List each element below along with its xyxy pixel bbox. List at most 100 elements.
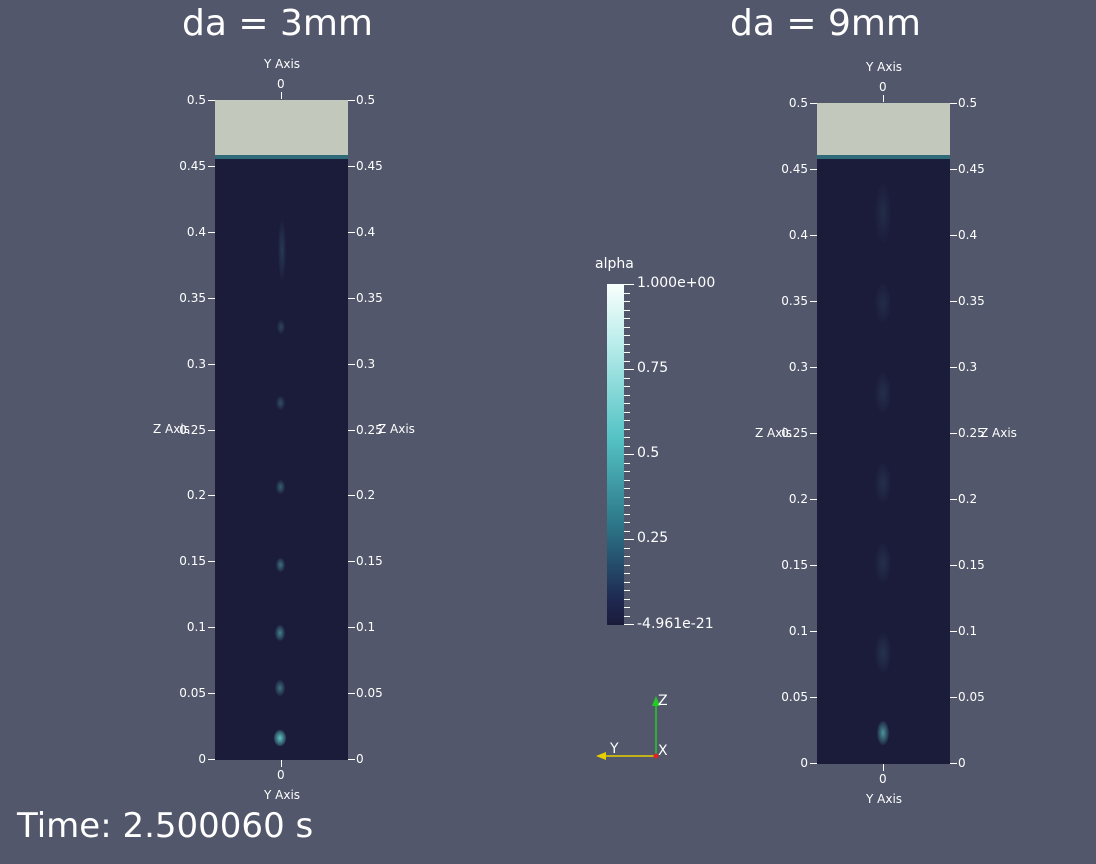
z-tick-label-left: 0 <box>800 756 808 770</box>
z-tick-label-right: 0.4 <box>356 225 376 239</box>
z-tick-label-left: 0.35 <box>781 294 808 308</box>
right-plot-area[interactable] <box>817 103 950 764</box>
z-tick-label-left: 0.1 <box>186 620 206 634</box>
colorbar-tick <box>624 607 630 608</box>
left-view-title: da = 3mm <box>182 3 374 44</box>
z-tick-label-right: 0.35 <box>356 291 383 305</box>
left-top-axis-title: Y Axis <box>264 57 301 71</box>
left-plot-area[interactable] <box>215 100 348 760</box>
z-tick-left <box>208 298 215 299</box>
z-tick-left <box>208 561 215 562</box>
colorbar-tick <box>624 463 630 464</box>
colorbar-tick <box>624 599 630 600</box>
colorbar-tick <box>624 361 630 362</box>
z-tick-right <box>348 693 355 694</box>
z-tick-right <box>950 565 957 566</box>
z-tick-right <box>348 166 355 167</box>
colorbar-tick <box>624 565 630 566</box>
z-tick-right <box>950 367 957 368</box>
z-tick-label-left: 0.05 <box>781 690 808 704</box>
right-bubble <box>875 463 891 503</box>
z-tick-label-left: 0.4 <box>186 225 206 239</box>
right-bubble <box>877 721 889 745</box>
colorbar-label: 0.75 <box>637 360 669 376</box>
right-bubble <box>875 543 891 583</box>
z-tick-right <box>950 433 957 434</box>
z-tick-label-right: 0 <box>356 752 364 766</box>
colorbar-tick <box>624 624 634 625</box>
colorbar-tick <box>624 344 630 345</box>
left-interface <box>215 155 348 159</box>
z-tick-label-left: 0.3 <box>788 360 808 374</box>
left-bubble <box>275 625 285 641</box>
z-tick-left <box>208 693 215 694</box>
z-tick-left <box>810 697 817 698</box>
z-tick-label-right: 0.1 <box>356 620 376 634</box>
colorbar-tick <box>624 497 630 498</box>
left-bottom-tick <box>281 760 282 767</box>
left-bubble <box>276 396 285 410</box>
z-tick-label-left: 0 <box>198 752 206 766</box>
z-tick-right <box>348 561 355 562</box>
z-tick-right <box>348 100 355 101</box>
z-tick-left <box>810 103 817 104</box>
z-tick-label-right: 0.25 <box>958 426 985 440</box>
colorbar-tick <box>624 310 630 311</box>
z-tick-left <box>208 232 215 233</box>
colorbar-tick <box>624 556 630 557</box>
colorbar-tick <box>624 420 630 421</box>
z-tick-label-right: 0.3 <box>958 360 978 374</box>
z-tick-label-right: 0.1 <box>958 624 978 638</box>
right-interface <box>817 155 950 159</box>
colorbar-tick <box>624 386 630 387</box>
colorbar-min-label: -4.961e-21 <box>637 616 714 632</box>
z-tick-label-right: 0.4 <box>958 228 978 242</box>
colorbar-tick <box>624 505 630 506</box>
left-bubble <box>276 558 285 572</box>
z-tick-label-left: 0.5 <box>186 93 206 107</box>
z-tick-label-left: 0.35 <box>179 291 206 305</box>
z-tick-left <box>810 367 817 368</box>
left-bubble <box>277 320 285 334</box>
left-bubble <box>274 730 286 746</box>
left-right-axis-title: Z Axis <box>378 422 415 436</box>
colorbar-tick <box>624 548 630 549</box>
z-tick-label-right: 0.15 <box>958 558 985 572</box>
left-bottom-tick-label: 0 <box>277 768 285 782</box>
z-tick-label-right: 0.15 <box>356 554 383 568</box>
right-bubble <box>875 283 891 323</box>
z-tick-left <box>810 301 817 302</box>
colorbar-label: 0.5 <box>637 445 660 461</box>
right-bubble <box>875 633 891 673</box>
left-left-axis-title: Z Axis <box>153 422 190 436</box>
z-tick-left <box>208 759 215 760</box>
left-gas-phase <box>215 100 348 156</box>
colorbar-title: alpha <box>595 256 634 272</box>
right-bubble <box>875 183 891 243</box>
orientation-axes[interactable]: Z Y X <box>590 690 680 770</box>
z-tick-label-left: 0.45 <box>781 162 808 176</box>
z-tick-left <box>208 166 215 167</box>
z-tick-right <box>950 763 957 764</box>
orientation-z-label: Z <box>658 693 668 709</box>
z-tick-right <box>950 169 957 170</box>
right-bottom-tick-label: 0 <box>879 772 887 786</box>
colorbar-tick <box>624 284 634 285</box>
colorbar-tick <box>624 412 630 413</box>
z-tick-label-left: 0.05 <box>179 686 206 700</box>
right-top-tick <box>883 95 884 102</box>
colorbar-tick <box>624 395 630 396</box>
colorbar-tick <box>624 480 630 481</box>
left-bubble <box>278 220 286 280</box>
z-tick-label-right: 0 <box>958 756 966 770</box>
orientation-axes-icon <box>596 696 660 760</box>
right-left-axis-title: Z Axis <box>755 426 792 440</box>
z-tick-label-right: 0.5 <box>356 93 376 107</box>
colorbar-tick <box>624 335 630 336</box>
z-tick-right <box>348 430 355 431</box>
z-tick-left <box>208 627 215 628</box>
z-tick-left <box>810 433 817 434</box>
z-tick-right <box>950 697 957 698</box>
z-tick-label-right: 0.05 <box>958 690 985 704</box>
z-tick-left <box>208 100 215 101</box>
